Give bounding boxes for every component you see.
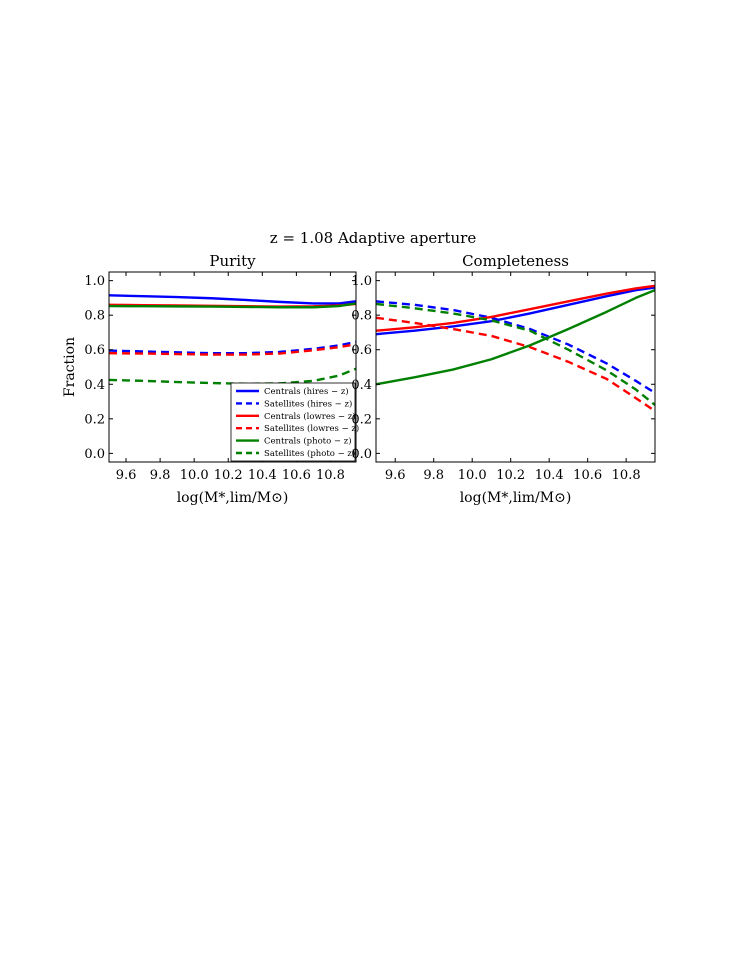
y-axis-label: Fraction (62, 337, 78, 397)
panel-purity: 9.6 9.8 10.0 10.2 10.4 10.6 10.8 0.0 0.2 0.4 0.6 0.… (62, 252, 359, 506)
panel-title: Purity (209, 252, 256, 270)
series-line-4 (376, 289, 655, 386)
x-tick-label: 9.6 (385, 468, 406, 483)
y-tick-label: 0.8 (351, 309, 372, 324)
series-line-4 (109, 302, 356, 309)
legend-entry: Satellites (lowres − z) (264, 423, 359, 434)
x-tick-label: 10.4 (248, 468, 277, 483)
y-tick-label: 0.8 (84, 309, 105, 324)
legend-entry: Centrals (photo − z) (264, 436, 352, 447)
legend-box (230, 382, 356, 462)
figure-title: z = 1.08 Adaptive aperture (270, 229, 477, 247)
legend: Centrals (hires − z)Satellites (hires − … (230, 382, 359, 462)
series-line-2 (376, 284, 655, 332)
panel-completeness: 9.6 9.8 10.0 10.2 10.4 10.6 10.8 0.0 0.2 0.4 0.6 0.… (351, 252, 656, 506)
x-tick-label: 9.6 (116, 468, 137, 483)
x-tick-label: 10.0 (458, 468, 487, 483)
series-line-5 (109, 367, 356, 385)
x-tick-label: 10.2 (214, 468, 243, 483)
series-line-5 (376, 302, 655, 406)
y-tick-label: 1.0 (84, 274, 105, 289)
x-axis-label: log(M*,lim/M⊙) (460, 490, 572, 506)
axes-frame (108, 271, 357, 463)
series-line-1 (376, 300, 655, 394)
x-tick-label: 9.8 (150, 468, 171, 483)
x-tick-label: 10.4 (535, 468, 564, 483)
legend-entry: Satellites (hires − z) (264, 398, 352, 409)
y-tick-label: 0.2 (351, 412, 372, 427)
x-tick-label: 10.8 (612, 468, 641, 483)
x-axis-label: log(M*,lim/M⊙) (177, 490, 289, 506)
y-tick-label: 1.0 (351, 274, 372, 289)
series-group (376, 284, 655, 413)
series-line-0 (109, 294, 356, 305)
series-group (109, 294, 356, 385)
legend-entry: Centrals (hires − z) (264, 386, 349, 397)
axes-frame (375, 271, 656, 463)
panel-title: Completeness (462, 252, 569, 270)
x-tick-label: 9.8 (423, 468, 444, 483)
y-tick-label: 0.4 (351, 378, 372, 393)
series-line-0 (376, 286, 655, 336)
legend-entry: Centrals (lowres − z) (264, 411, 356, 422)
x-tick-label: 10.0 (180, 468, 209, 483)
series-line-3 (109, 343, 356, 356)
x-tick-label: 10.6 (282, 468, 311, 483)
series-line-3 (376, 316, 655, 413)
y-tick-label: 0.2 (84, 412, 105, 427)
x-tick-label: 10.6 (573, 468, 602, 483)
y-tick-label: 0.6 (84, 343, 105, 358)
y-tick-label: 0.4 (84, 378, 105, 393)
y-tick-label: 0.0 (84, 447, 105, 462)
x-tick-label: 10.8 (316, 468, 345, 483)
legend-entry: Satellites (photo − z) (264, 448, 355, 459)
y-tick-label: 0.6 (351, 343, 372, 358)
series-line-1 (109, 340, 356, 355)
y-tick-label: 0.0 (351, 447, 372, 462)
x-tick-label: 10.2 (496, 468, 525, 483)
